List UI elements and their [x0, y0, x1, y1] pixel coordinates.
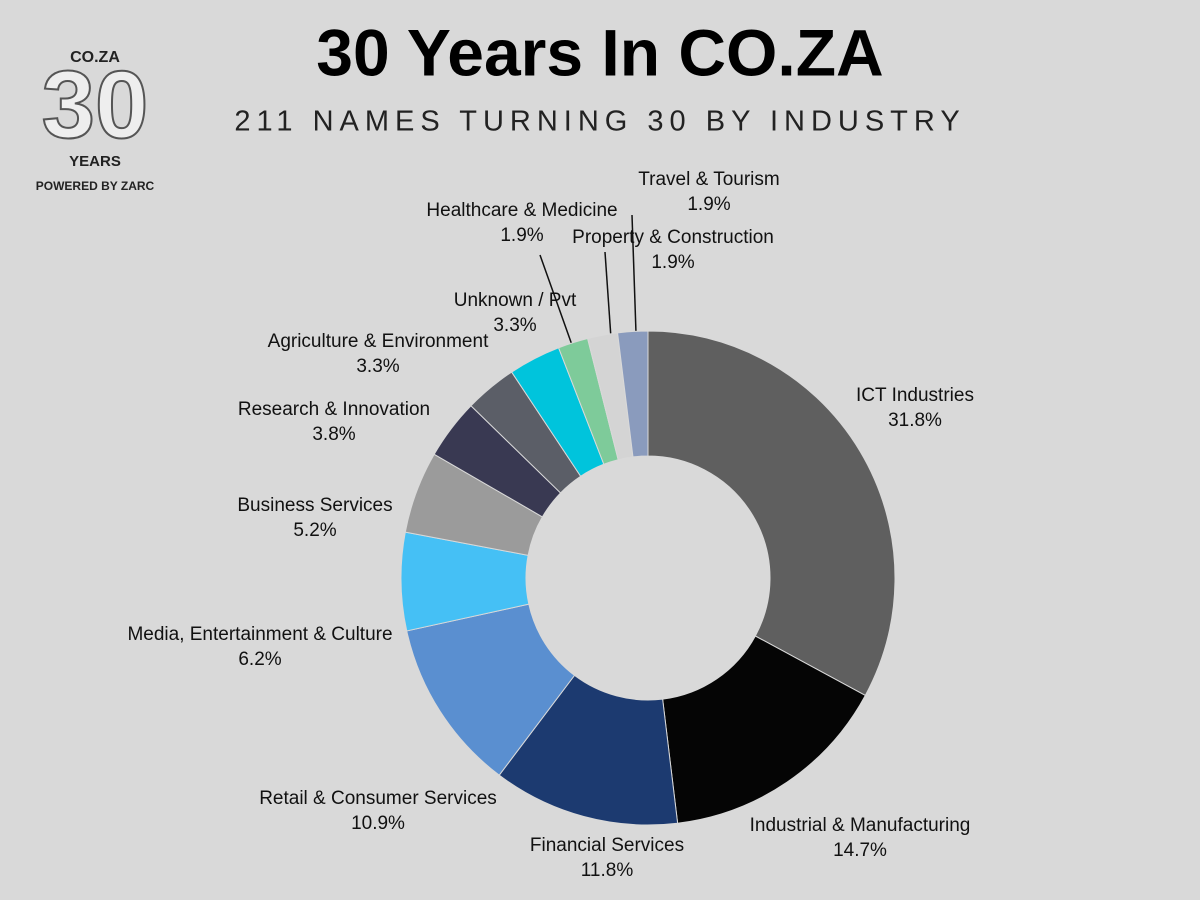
slice-value-label: 3.3% — [493, 315, 536, 336]
slice-label: Property & Construction — [572, 227, 774, 248]
slice-label: Healthcare & Medicine — [426, 200, 617, 221]
logo: CO.ZA 30 YEARS POWERED BY ZARC — [36, 49, 155, 193]
leader-lines — [539, 214, 637, 346]
logo-top: CO.ZA — [70, 49, 120, 66]
slice-value-label: 10.9% — [351, 813, 405, 834]
logo-bottom: YEARS — [69, 153, 121, 170]
donut-slice — [662, 635, 866, 824]
slice-value-label: 11.8% — [581, 860, 634, 881]
slice-label: ICT Industries — [856, 385, 974, 406]
chart-title: 30 Years In CO.ZA — [316, 15, 883, 89]
slice-label: Financial Services — [530, 835, 684, 856]
slice-label: Agriculture & Environment — [268, 331, 489, 352]
slice-value-label: 3.8% — [312, 424, 355, 445]
slice-value-label: 1.9% — [651, 252, 694, 273]
slice-label: Business Services — [237, 495, 392, 516]
slice-label: Research & Innovation — [238, 399, 430, 420]
slice-value-label: 5.2% — [293, 520, 336, 541]
leader-line — [604, 251, 612, 339]
slice-label: Retail & Consumer Services — [259, 788, 497, 809]
slice-value-label: 31.8% — [888, 410, 942, 431]
slice-value-label: 1.9% — [687, 194, 730, 215]
donut-slice — [617, 330, 649, 458]
leader-line — [539, 254, 573, 346]
slice-value-label: 1.9% — [500, 225, 543, 246]
slice-label: Unknown / Pvt — [454, 290, 577, 311]
logo-powered: POWERED BY ZARC — [36, 179, 155, 193]
slice-value-label: 3.3% — [356, 356, 399, 377]
slice-label: Industrial & Manufacturing — [750, 815, 971, 836]
slice-value-label: 6.2% — [238, 649, 281, 670]
slice-label: Media, Entertainment & Culture — [127, 624, 392, 645]
donut-slice — [647, 330, 896, 697]
slice-value-label: 14.7% — [833, 840, 887, 861]
slice-label: Travel & Tourism — [638, 169, 779, 190]
logo-number: 30 — [42, 51, 149, 158]
leader-line — [631, 214, 637, 334]
chart-subtitle: 211 NAMES TURNING 30 BY INDUSTRY — [234, 106, 965, 138]
